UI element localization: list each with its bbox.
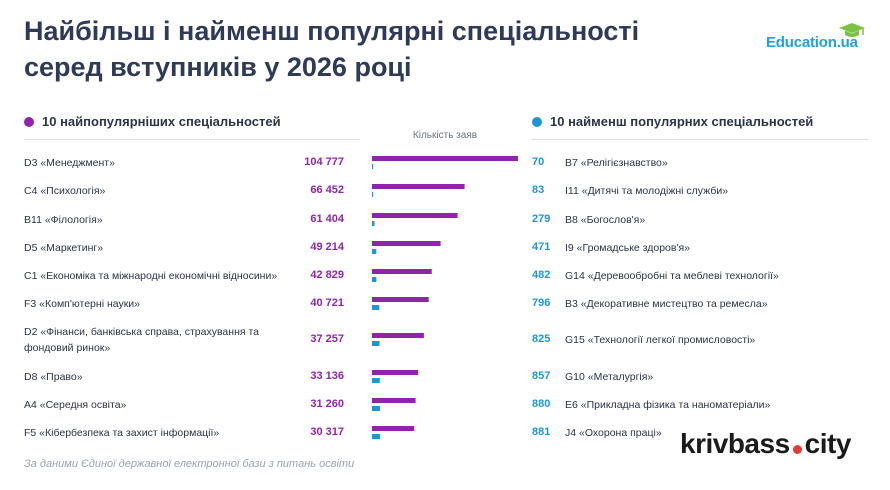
least-popular-label: I11 «Дитячі та молодіжні служби»: [565, 185, 729, 197]
most-popular-value: 61 404: [310, 213, 344, 225]
most-popular-header-text: 10 найпопулярніших спеціальностей: [42, 114, 281, 129]
least-popular-bar: [372, 221, 375, 226]
least-popular-label: G14 «Деревообробні та меблеві технології…: [565, 270, 779, 282]
least-popular-value: 825: [532, 333, 551, 345]
least-popular-label: B7 «Релігієзнавство»: [565, 157, 668, 169]
chart-title: Найбільш і найменш популярні спеціальнос…: [24, 13, 724, 85]
most-popular-value: 40 721: [310, 297, 344, 309]
least-popular-value: 83: [532, 184, 545, 196]
most-popular-header: 10 найпопулярніших спеціальностей: [24, 114, 281, 129]
most-popular-value: 66 452: [310, 184, 344, 196]
most-popular-label: C1 «Економіка та міжнародні економічні в…: [24, 270, 278, 282]
least-popular-value: 482: [532, 269, 551, 281]
most-popular-bar: [372, 426, 415, 431]
most-popular-bar: [372, 333, 424, 338]
least-popular-label: B3 «Декоративне мистецтво та ремесла»: [565, 298, 768, 310]
most-popular-bar: [372, 370, 419, 375]
least-popular-bar: [372, 249, 377, 254]
most-popular-label: D8 «Право»: [24, 371, 83, 383]
least-popular-bar: [372, 164, 374, 169]
most-popular-bar: [372, 269, 432, 274]
right-header-divider: [532, 139, 868, 140]
most-popular-value: 42 829: [310, 269, 344, 281]
least-popular-value: 471: [532, 241, 551, 253]
title-line-1: Найбільш і найменш популярні спеціальнос…: [24, 16, 640, 46]
least-popular-header: 10 найменш популярних спеціальностей: [532, 114, 813, 129]
title-line-2: серед вступників у 2026 році: [24, 52, 412, 82]
graduation-cap-icon: [839, 23, 865, 37]
least-popular-header-text: 10 найменш популярних спеціальностей: [550, 114, 814, 129]
source-note: За даними Єдиної державної електронної б…: [24, 458, 355, 470]
brand-red-dot-icon: [792, 444, 802, 454]
least-popular-label: G10 «Металургія»: [565, 371, 654, 383]
least-popular-bar: [372, 277, 377, 282]
most-popular-label: D5 «Маркетинг»: [24, 242, 104, 254]
most-popular-label: F3 «Комп'ютерні науки»: [24, 298, 141, 310]
left-header-divider: [24, 139, 360, 140]
most-popular-value: 49 214: [310, 241, 344, 253]
blue-dot-icon: [532, 116, 542, 127]
least-popular-bar: [372, 341, 380, 346]
most-popular-value: 30 317: [310, 426, 344, 438]
least-popular-bar: [372, 305, 380, 310]
least-popular-value: 279: [532, 213, 551, 225]
least-popular-bar: [372, 192, 374, 197]
krivbass-city-logo: krivbass city: [680, 428, 851, 460]
most-popular-value: 31 260: [310, 398, 344, 410]
logo-text: Education.ua: [766, 34, 858, 51]
least-popular-label: B8 «Богослов'я»: [565, 214, 646, 226]
most-popular-bar: [372, 241, 441, 246]
least-popular-value: 796: [532, 297, 551, 309]
least-popular-bar: [372, 434, 380, 439]
most-popular-bar: [372, 184, 465, 189]
most-popular-label: C4 «Психологія»: [24, 185, 106, 197]
least-popular-label: J4 «Охорона праці»: [565, 427, 662, 439]
most-popular-bar: [372, 398, 416, 403]
most-popular-label: F5 «Кібербезпека та захист інформації»: [24, 427, 220, 439]
x-axis-label: Кількість заяв: [412, 130, 478, 141]
least-popular-bar: [372, 378, 380, 383]
least-popular-value: 70: [532, 156, 545, 168]
most-popular-bar: [372, 297, 429, 302]
most-popular-value: 33 136: [310, 370, 344, 382]
most-popular-bar: [372, 156, 518, 161]
least-popular-label: E6 «Прикладна фізика та наноматеріали»: [565, 399, 771, 411]
most-popular-label: D3 «Менеджмент»: [24, 157, 115, 169]
least-popular-label: G15 «Технології легкої промисловості»: [565, 334, 756, 346]
most-popular-label: A4 «Середня освіта»: [24, 399, 127, 411]
least-popular-value: 857: [532, 370, 551, 382]
least-popular-label: I9 «Громадське здоров'я»: [565, 242, 691, 254]
least-popular-value: 880: [532, 398, 551, 410]
most-popular-label: D2 «Фінанси, банківська справа, страхува…: [24, 326, 259, 354]
least-popular-value: 881: [532, 426, 551, 438]
least-popular-bar: [372, 406, 380, 411]
most-popular-value: 104 777: [304, 156, 344, 168]
brand-right-text: city: [804, 428, 852, 459]
most-popular-label: B11 «Філологія»: [24, 214, 103, 226]
purple-dot-icon: [24, 116, 34, 127]
brand-left-text: krivbass: [680, 428, 790, 459]
most-popular-bar: [372, 213, 458, 218]
most-popular-value: 37 257: [310, 333, 344, 345]
